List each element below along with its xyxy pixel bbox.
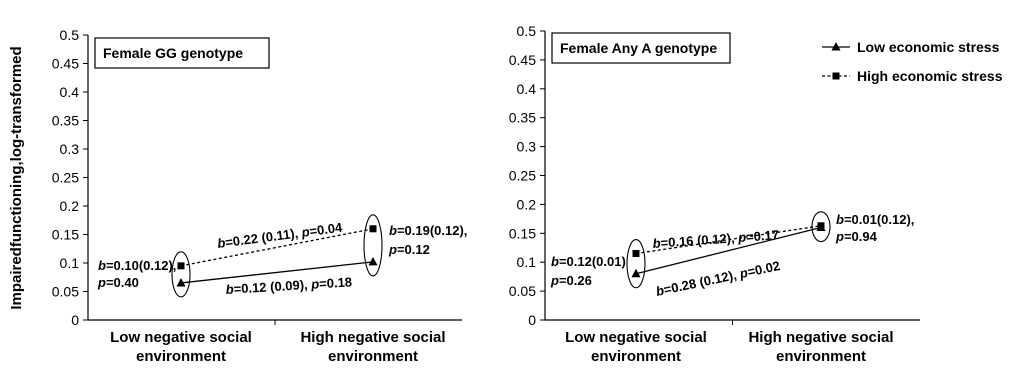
- point-group-ellipse: [363, 214, 383, 277]
- chart-panel-1: 0 0.05 0.1 0.15 0.2 0.25 0.3 0.35 0.4 0.45 0.5 Low …: [8, 27, 467, 365]
- y-tick-label: 0.4: [517, 81, 537, 97]
- legend-marker-triangle: [831, 42, 841, 51]
- y-tick-label: 0.45: [509, 52, 536, 68]
- y-axis-title: Impairedfunctioning,log-transformed: [8, 46, 25, 309]
- legend: Low economic stress High economic stress: [822, 39, 1003, 84]
- data-point-square: [177, 262, 185, 270]
- y-tick-label: 0.25: [52, 170, 79, 186]
- chart-panel-2: 0 0.05 0.1 0.15 0.2 0.25 0.3 0.35 0.4 0.45 0.5 Low …: [509, 23, 1003, 365]
- data-point-square: [632, 250, 640, 258]
- series-line-1: [635, 226, 822, 275]
- y-tick-label: 0.2: [60, 198, 80, 214]
- point-group-ellipse: [626, 238, 646, 289]
- panel-title: Female GG genotype: [103, 45, 243, 61]
- x-category-label: environment: [136, 348, 226, 365]
- data-point-triangle: [176, 277, 186, 287]
- series-line-2: [635, 225, 822, 255]
- y-tick-label: 0.25: [509, 168, 536, 184]
- y-tick-label: 0.45: [52, 56, 79, 72]
- data-point-square: [817, 222, 825, 230]
- y-tick-label: 0.5: [60, 27, 80, 43]
- y-tick-label: 0.3: [517, 139, 537, 155]
- legend-label: Low economic stress: [857, 39, 1000, 55]
- point-group-ellipse: [171, 251, 191, 298]
- y-tick-label: 0.4: [60, 84, 80, 100]
- y-tick-label: 0.35: [52, 113, 79, 129]
- x-category-label: High negative social: [748, 329, 893, 346]
- annotation-left-b: b=0.12(0.01): [551, 254, 626, 269]
- y-tick-label: 0.5: [517, 23, 537, 39]
- x-category-label: environment: [591, 348, 681, 365]
- annotation-right-b: b=0.01(0.12),: [836, 212, 914, 227]
- y-tick-label: 0.15: [52, 227, 79, 243]
- panel-title: Female Any A genotype: [560, 40, 717, 56]
- y-tick-label: 0.2: [517, 196, 537, 212]
- x-category-label: environment: [328, 348, 418, 365]
- legend-label: High economic stress: [857, 68, 1003, 84]
- annotation-left-p: p=0.26: [550, 273, 592, 288]
- annotation-left-b: b=0.10(0.12),: [98, 258, 176, 273]
- annotation-right-p: p=0.12: [388, 242, 430, 257]
- x-category-label: Low negative social: [565, 329, 707, 346]
- x-category-label: environment: [776, 348, 866, 365]
- y-tick-label: 0.05: [509, 283, 536, 299]
- y-tick-label: 0.1: [60, 255, 80, 271]
- data-point-triangle: [631, 268, 641, 278]
- y-tick-label: 0.35: [509, 110, 536, 126]
- y-tick-label: 0.05: [52, 284, 79, 300]
- y-tick-label: 0.15: [509, 225, 536, 241]
- annotation-right-b: b=0.19(0.12),: [389, 223, 467, 238]
- series-line-1: [180, 261, 374, 284]
- x-category-label: Low negative social: [110, 329, 252, 346]
- annotation-left-p: p=0.40: [97, 275, 139, 290]
- y-tick-label: 0: [71, 312, 79, 328]
- annotation-right-p: p=0.94: [835, 229, 878, 244]
- annotation-slope-low: b=0.12 (0.09), p=0.18: [225, 274, 352, 297]
- panel-title-box: [551, 32, 731, 64]
- data-point-triangle: [368, 256, 378, 266]
- annotation-slope-high: b=0.16 (0.12), p=0.17: [652, 227, 779, 251]
- y-tick-label: 0: [528, 312, 536, 328]
- y-tick-label: 0.1: [517, 254, 537, 270]
- panel-title-box: [94, 37, 270, 69]
- legend-marker-square: [832, 72, 840, 80]
- x-category-label: High negative social: [300, 329, 445, 346]
- y-tick-label: 0.3: [60, 141, 80, 157]
- data-point-square: [369, 225, 377, 233]
